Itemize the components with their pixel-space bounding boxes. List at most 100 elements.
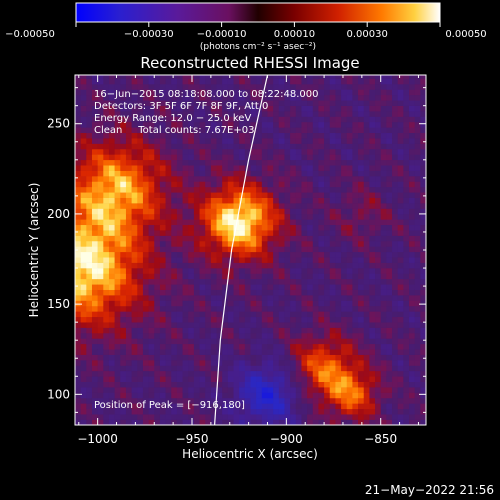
heatmap-cell [409, 289, 415, 296]
heatmap-cell [267, 268, 274, 274]
heatmap-cell [363, 338, 370, 345]
heatmap-cell [154, 219, 161, 226]
heatmap-cell [341, 262, 348, 269]
heatmap-cell [154, 262, 161, 269]
heatmap-cell [363, 138, 370, 144]
heatmap-cell [80, 397, 87, 404]
heatmap-cell [176, 316, 183, 323]
heatmap-cell [193, 305, 200, 312]
heatmap-cell [154, 343, 161, 350]
x-axis-label: Heliocentric X (arcsec) [182, 447, 318, 461]
heatmap-cell [324, 121, 331, 128]
heatmap-cell [335, 224, 342, 231]
heatmap-cell [182, 365, 189, 372]
heatmap-cell [210, 289, 217, 296]
heatmap-cell [386, 251, 393, 258]
heatmap-cell [108, 100, 115, 106]
heatmap-cell [125, 408, 132, 415]
heatmap-cell [295, 408, 302, 415]
heatmap-cell [193, 224, 200, 231]
heatmap-cell [142, 197, 149, 204]
heatmap-cell [301, 84, 308, 90]
heatmap-cell [380, 349, 387, 355]
heatmap-cell [329, 143, 336, 150]
heatmap-cell [335, 397, 342, 404]
heatmap-cell [397, 262, 404, 269]
heatmap-cell [137, 154, 144, 161]
heatmap-cell [125, 208, 132, 215]
heatmap-cell [227, 403, 234, 410]
heatmap-cell [256, 257, 263, 263]
heatmap-cell [397, 219, 404, 226]
heatmap-cell [369, 197, 376, 204]
heatmap-cell [182, 84, 189, 90]
heatmap-cell [165, 181, 172, 188]
heatmap-cell [278, 219, 285, 226]
heatmap-cell [114, 154, 121, 161]
heatmap-cell [233, 208, 240, 215]
chart-title: Reconstructed RHESSI Image [140, 54, 359, 72]
heatmap-cell [386, 284, 393, 290]
heatmap-cell [188, 322, 195, 328]
heatmap-cell [250, 94, 257, 101]
heatmap-cell [335, 213, 342, 220]
heatmap-cell [420, 311, 426, 318]
heatmap-cell [137, 300, 144, 307]
heatmap-cell [301, 365, 308, 372]
heatmap-cell [261, 268, 268, 274]
heatmap-cell [142, 235, 149, 242]
heatmap-cell [91, 170, 98, 177]
heatmap-cell [397, 295, 404, 301]
heatmap-cell [392, 127, 398, 134]
heatmap-cell [346, 165, 353, 171]
heatmap-cell [171, 127, 178, 134]
heatmap-cell [137, 143, 144, 150]
heatmap-cell [363, 208, 370, 215]
heatmap-cell [290, 408, 297, 415]
heatmap-cell [216, 365, 223, 372]
heatmap-cell [329, 170, 336, 177]
heatmap-cell [80, 208, 87, 215]
heatmap-cell [403, 240, 410, 247]
heatmap-cell [375, 332, 382, 339]
heatmap-cell [301, 197, 308, 204]
heatmap-cell [363, 78, 370, 85]
heatmap-cell [341, 370, 348, 377]
heatmap-cell [176, 246, 183, 253]
heatmap-cell [329, 105, 336, 112]
heatmap-cell [108, 370, 115, 377]
heatmap-cell [414, 75, 421, 79]
heatmap-cell [335, 305, 342, 312]
heatmap-cell [148, 111, 155, 117]
heatmap-cell [131, 235, 138, 242]
heatmap-cell [386, 154, 393, 161]
heatmap-cell [131, 208, 138, 215]
heatmap-cell [216, 240, 223, 247]
heatmap-cell [267, 111, 274, 117]
heatmap-cell [114, 105, 121, 112]
heatmap-cell [369, 170, 376, 177]
heatmap-cell [352, 143, 359, 150]
heatmap-cell [267, 349, 274, 355]
heatmap-cell [335, 208, 342, 215]
heatmap-cell [148, 370, 155, 377]
heatmap-cell [273, 100, 280, 106]
heatmap-cell [137, 376, 144, 382]
heatmap-cell [295, 235, 302, 242]
heatmap-cell [352, 192, 359, 198]
heatmap-cell [171, 203, 178, 209]
heatmap-cell [222, 170, 229, 177]
heatmap-cell [290, 262, 297, 269]
heatmap-cell [420, 213, 426, 220]
heatmap-cell [397, 230, 404, 236]
heatmap-cell [392, 100, 398, 106]
heatmap-cell [278, 295, 285, 301]
heatmap-cell [199, 176, 206, 182]
heatmap-cell [352, 84, 359, 90]
heatmap-cell [125, 365, 132, 372]
heatmap-cell [176, 305, 183, 312]
heatmap-cell [176, 176, 183, 182]
heatmap-cell [86, 392, 93, 399]
heatmap-cell [267, 192, 274, 198]
heatmap-cell [341, 224, 348, 231]
